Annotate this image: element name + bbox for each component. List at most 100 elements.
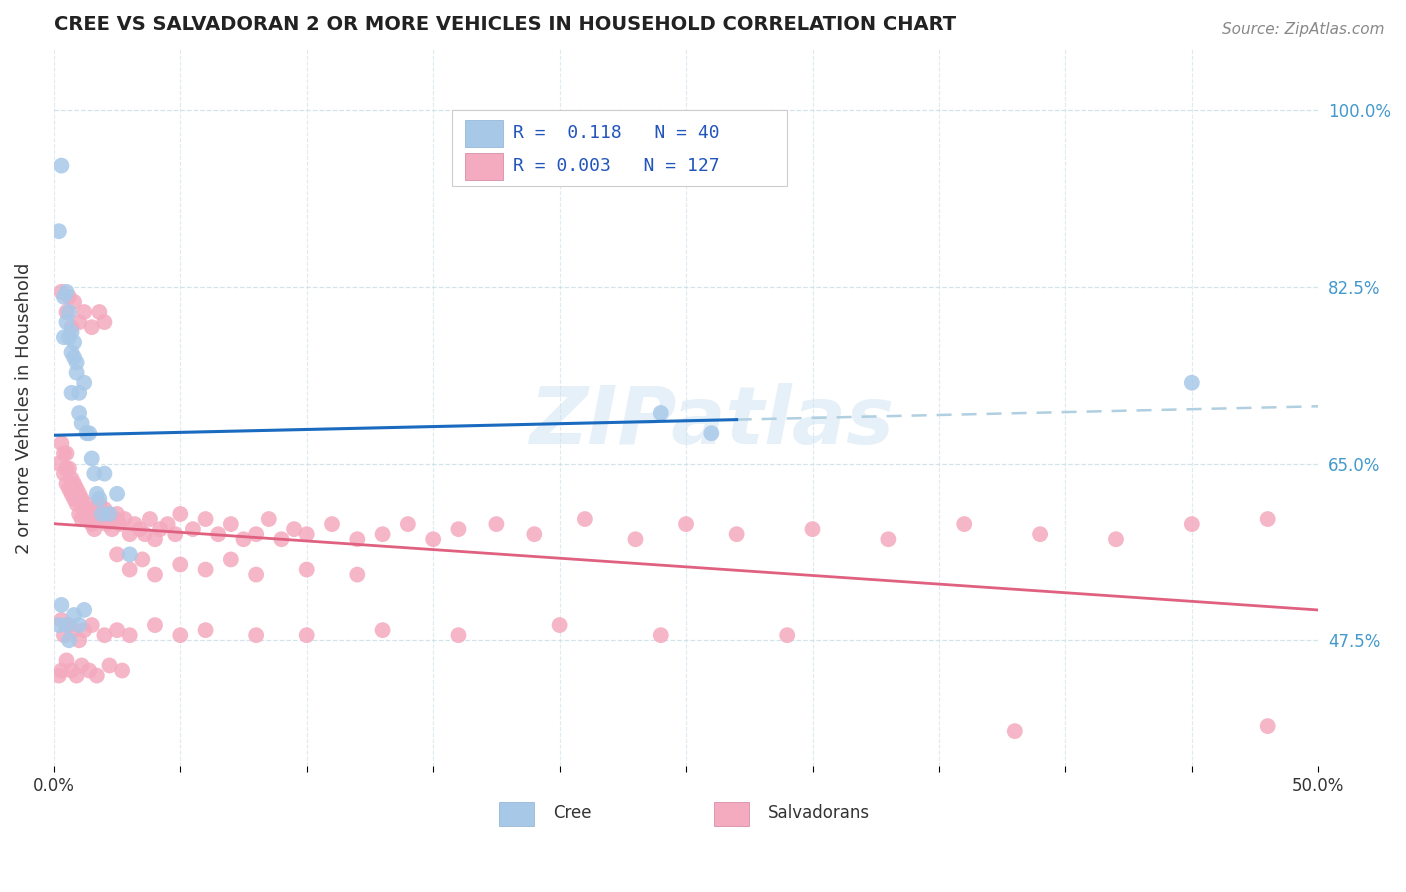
Point	[73, 623, 96, 637]
Point	[63, 607, 86, 622]
Point	[77, 502, 100, 516]
Point	[55, 653, 77, 667]
Point	[58, 305, 80, 319]
Point	[447, 628, 470, 642]
Point	[48, 618, 70, 632]
Point	[149, 522, 172, 536]
Point	[1181, 376, 1204, 390]
Point	[51, 613, 73, 627]
Point	[194, 623, 217, 637]
Bar	[465, 120, 503, 147]
Point	[51, 598, 73, 612]
Point	[67, 315, 90, 329]
Point	[523, 527, 546, 541]
Point	[48, 457, 70, 471]
Point	[51, 159, 73, 173]
Point	[143, 618, 166, 632]
Point	[70, 416, 93, 430]
Point	[60, 487, 83, 501]
Point	[1257, 512, 1279, 526]
Point	[169, 558, 191, 572]
Point	[90, 512, 112, 526]
Point	[76, 512, 98, 526]
Point	[70, 658, 93, 673]
Point	[52, 467, 75, 481]
Point	[105, 487, 128, 501]
Point	[55, 618, 77, 632]
Point	[60, 345, 83, 359]
Point	[80, 618, 103, 632]
Point	[65, 355, 87, 369]
Point	[131, 552, 153, 566]
Point	[650, 406, 672, 420]
Point	[103, 512, 125, 526]
Point	[245, 628, 267, 642]
Point	[58, 290, 80, 304]
Point	[55, 476, 77, 491]
Point	[98, 507, 121, 521]
Point	[219, 552, 242, 566]
Point	[485, 517, 508, 532]
Point	[105, 623, 128, 637]
Point	[574, 512, 596, 526]
Point	[118, 563, 141, 577]
Point	[134, 527, 156, 541]
Point	[725, 527, 748, 541]
Point	[63, 335, 86, 350]
Point	[67, 633, 90, 648]
Point	[283, 522, 305, 536]
Point	[70, 491, 93, 506]
Point	[73, 507, 96, 521]
Point	[114, 512, 136, 526]
Text: R =  0.118   N = 40: R = 0.118 N = 40	[513, 124, 720, 143]
Point	[60, 472, 83, 486]
Point	[63, 351, 86, 365]
Point	[80, 320, 103, 334]
Point	[118, 628, 141, 642]
FancyBboxPatch shape	[453, 111, 787, 186]
Point	[371, 623, 394, 637]
Point	[105, 507, 128, 521]
Point	[1257, 719, 1279, 733]
Point	[77, 664, 100, 678]
Bar	[714, 802, 749, 826]
Point	[58, 633, 80, 648]
Point	[194, 563, 217, 577]
Point	[700, 426, 723, 441]
Point	[48, 224, 70, 238]
Point	[953, 517, 976, 532]
Point	[67, 385, 90, 400]
Point	[396, 517, 419, 532]
Y-axis label: 2 or more Vehicles in Household: 2 or more Vehicles in Household	[15, 262, 32, 554]
Point	[55, 446, 77, 460]
Point	[108, 517, 131, 532]
Point	[63, 491, 86, 506]
Point	[67, 507, 90, 521]
Point	[371, 527, 394, 541]
Point	[98, 507, 121, 521]
Point	[801, 522, 824, 536]
Point	[219, 517, 242, 532]
Point	[111, 664, 134, 678]
Point	[257, 512, 280, 526]
Point	[93, 467, 115, 481]
Point	[76, 426, 98, 441]
Point	[83, 467, 105, 481]
Point	[207, 527, 229, 541]
Point	[60, 320, 83, 334]
Point	[86, 668, 108, 682]
Point	[55, 315, 77, 329]
Point	[55, 305, 77, 319]
Point	[93, 502, 115, 516]
Point	[181, 522, 204, 536]
Point	[650, 628, 672, 642]
Point	[143, 533, 166, 547]
Point	[51, 436, 73, 450]
Point	[96, 517, 118, 532]
Point	[169, 628, 191, 642]
Point	[295, 628, 318, 642]
Text: Cree: Cree	[554, 804, 592, 822]
Point	[93, 315, 115, 329]
Point	[89, 491, 111, 506]
Text: Salvadorans: Salvadorans	[768, 804, 870, 822]
